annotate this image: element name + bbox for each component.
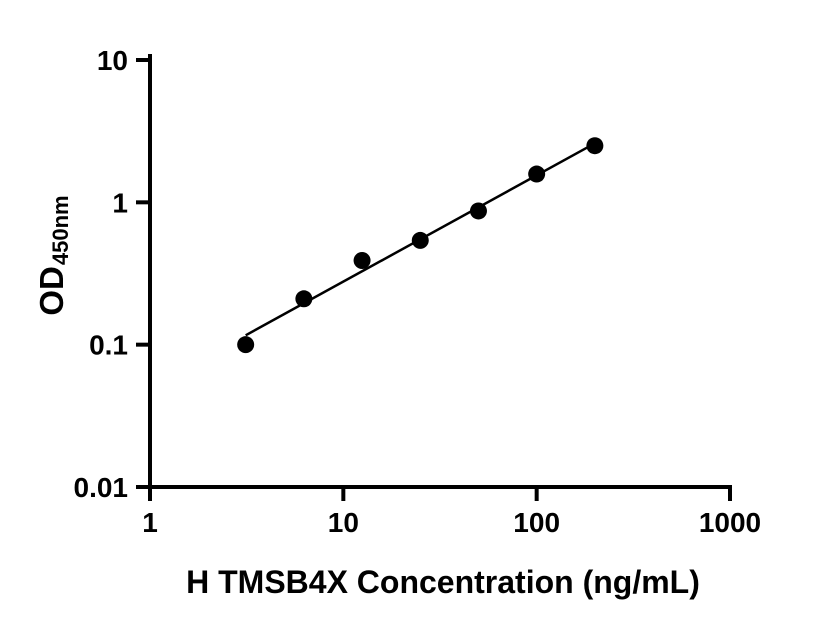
y-tick-label: 10 bbox=[97, 45, 128, 76]
data-point bbox=[295, 290, 313, 308]
data-point bbox=[353, 252, 371, 270]
y-tick-label: 0.01 bbox=[74, 472, 129, 503]
y-axis-title: OD450nm bbox=[33, 195, 73, 316]
x-tick-label: 1 bbox=[142, 507, 158, 538]
data-point bbox=[237, 336, 255, 354]
data-point bbox=[528, 165, 546, 183]
data-point bbox=[586, 137, 604, 155]
data-point bbox=[469, 202, 487, 220]
y-tick-label: 1 bbox=[112, 187, 128, 218]
y-tick-label: 0.1 bbox=[89, 330, 128, 361]
x-tick-label: 100 bbox=[513, 507, 560, 538]
x-tick-label: 10 bbox=[328, 507, 359, 538]
x-tick-label: 1000 bbox=[699, 507, 761, 538]
y-axis-title-subscript: 450nm bbox=[48, 195, 73, 266]
data-point bbox=[411, 231, 429, 249]
x-axis-title: H TMSB4X Concentration (ng/mL) bbox=[186, 564, 700, 600]
y-axis-title-main: OD bbox=[33, 266, 70, 316]
